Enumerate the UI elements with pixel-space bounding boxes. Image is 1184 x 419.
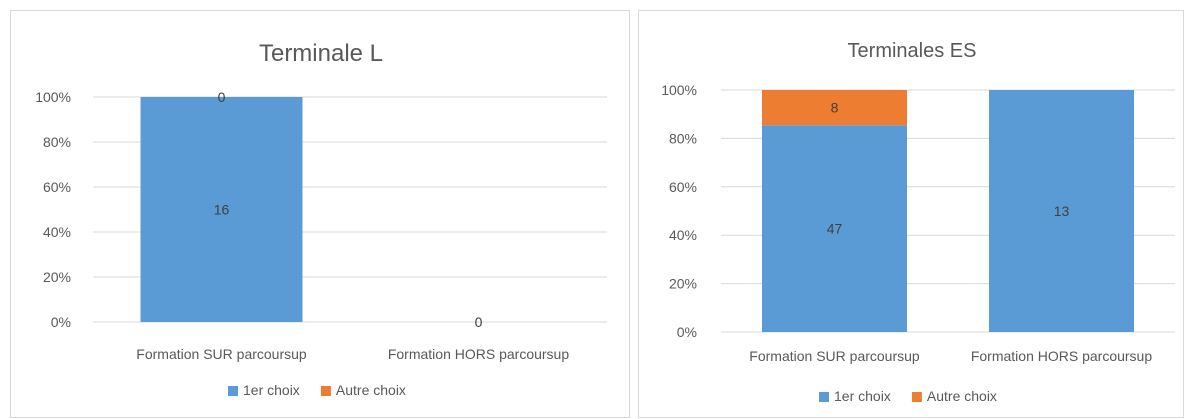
legend-label: 1er choix [834,388,891,404]
data-label: 13 [1054,203,1070,219]
x-category-label: Formation SUR parcoursup [136,346,307,362]
data-label: 47 [827,221,843,237]
y-tick-label: 100% [661,82,697,98]
chart-panel-terminale-l: Terminale L 0% 20% 40% 60% 80% 100% 16 0 Formatio… [10,10,630,418]
data-label: 0 [218,89,226,105]
y-tick-label: 0% [677,324,697,340]
y-tick-label: 80% [669,130,697,146]
bar-1er-choix [762,125,907,332]
y-tick-label: 60% [669,179,697,195]
bar-1er-choix [140,97,303,322]
chart-terminale-l: Terminale L 0% 20% 40% 60% 80% 100% 16 0 Formatio… [35,40,607,398]
x-category-label: Formation HORS parcoursup [388,346,570,362]
chart-terminales-es: Terminales ES 0% 20% 40% 60% 80% 100% 47 8 Format… [661,40,1175,404]
y-tick-label: 80% [43,134,71,150]
chart-panel-terminales-es: Terminales ES 0% 20% 40% 60% 80% 100% 47 8 Format… [638,10,1184,418]
chart-title: Terminale L [259,40,383,67]
data-label: 8 [831,100,839,116]
y-tick-label: 40% [43,224,71,240]
chart-title: Terminales ES [848,40,977,62]
y-tick-label: 20% [43,269,71,285]
y-tick-label: 0% [51,314,71,330]
y-tick-label: 60% [43,179,71,195]
legend-swatch [911,392,922,402]
legend-swatch [228,386,238,396]
bar-autre-choix [762,90,907,126]
x-category-label: Formation SUR parcoursup [749,348,920,364]
y-tick-label: 20% [669,276,697,292]
legend-label: 1er choix [243,382,300,398]
y-tick-label: 100% [35,89,71,105]
data-label: 0 [475,314,483,330]
x-category-label: Formation HORS parcoursup [971,348,1153,364]
y-tick-label: 40% [669,227,697,243]
bar-1er-choix [989,90,1134,332]
legend-label: Autre choix [927,388,997,404]
data-label: 16 [214,202,230,218]
legend-label: Autre choix [336,382,406,398]
legend-swatch [320,386,331,396]
legend-swatch [819,392,829,402]
